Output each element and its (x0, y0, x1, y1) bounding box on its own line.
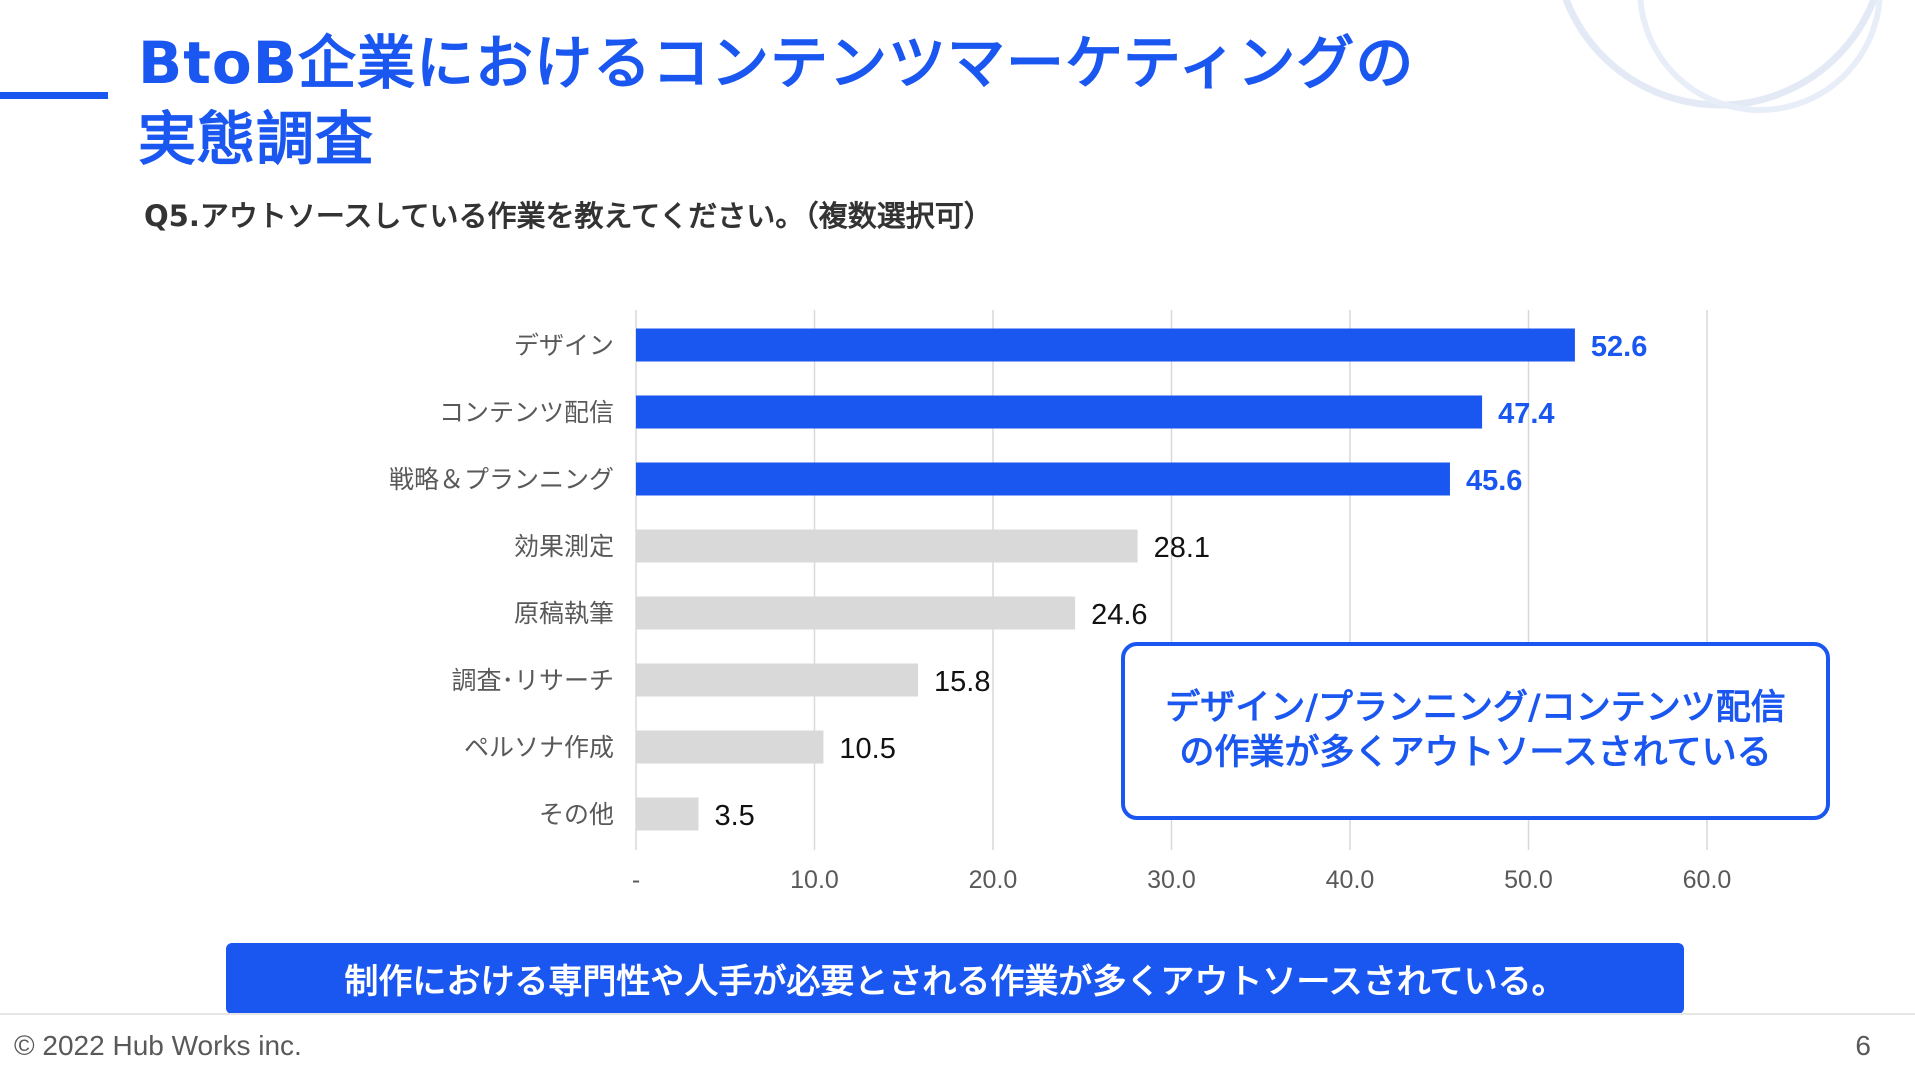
chart-labels: - 10.0 20.0 30.0 40.0 50.0 60.0 デザイン 52.6 コンテンツ配信… (389, 331, 1731, 894)
bar (636, 797, 699, 831)
bar (636, 529, 1138, 563)
x-tick-label: 20.0 (969, 866, 1018, 894)
x-tick-label: 40.0 (1326, 866, 1375, 894)
bar (636, 663, 919, 697)
category-label: その他 (539, 800, 614, 829)
callout-line1: デザイン/プランニング/コンテンツ配信 (1165, 687, 1786, 728)
x-tick-label: 50.0 (1504, 866, 1553, 894)
title-accent-bar (0, 92, 108, 99)
category-label: デザイン (514, 331, 614, 360)
category-label: コンテンツ配信 (439, 398, 614, 427)
bar (636, 596, 1076, 630)
bar-chart: - 10.0 20.0 30.0 40.0 50.0 60.0 デザイン 52.6 コンテンツ配信… (389, 310, 1731, 894)
copyright-text: © 2022 Hub Works inc. (14, 1030, 302, 1061)
value-label: 45.6 (1466, 465, 1522, 497)
category-label: 原稿執筆 (514, 599, 614, 628)
question-text: Q5.アウトソースしている作業を教えてください。（複数選択可） (144, 199, 993, 233)
value-label: 10.5 (839, 733, 895, 765)
bar (636, 462, 1450, 496)
category-label: 調査･リサーチ (451, 666, 614, 695)
value-label: 3.5 (714, 800, 754, 832)
value-label: 15.8 (934, 666, 990, 698)
x-tick-label: 60.0 (1683, 866, 1732, 894)
footer-divider (0, 1013, 1915, 1015)
bar (636, 730, 824, 764)
decorative-circles (1562, 0, 1883, 113)
page-title-line1: BtoB企業におけるコンテンツマーケティングの (138, 29, 1415, 97)
category-label: 効果測定 (514, 532, 614, 561)
x-tick-label: 30.0 (1147, 866, 1196, 894)
page-number: 6 (1855, 1030, 1871, 1061)
category-label: 戦略＆プランニング (389, 465, 614, 494)
chart-bars (636, 328, 1575, 831)
conclusion-banner: 制作における専門性や人手が必要とされる作業が多くアウトソースされている。 (226, 943, 1684, 1014)
value-label: 47.4 (1498, 398, 1554, 430)
bar (636, 328, 1575, 362)
category-label: ペルソナ作成 (464, 733, 614, 762)
value-label: 52.6 (1591, 331, 1647, 363)
callout-box: デザイン/プランニング/コンテンツ配信 の作業が多くアウトソースされている (1121, 642, 1830, 820)
x-tick-label: - (632, 866, 640, 894)
page-title-line2: 実態調査 (138, 105, 375, 173)
bar (636, 395, 1483, 429)
x-tick-label: 10.0 (790, 866, 839, 894)
value-label: 24.6 (1091, 599, 1147, 631)
callout-line2: の作業が多くアウトソースされている (1179, 733, 1772, 773)
value-label: 28.1 (1154, 532, 1210, 564)
